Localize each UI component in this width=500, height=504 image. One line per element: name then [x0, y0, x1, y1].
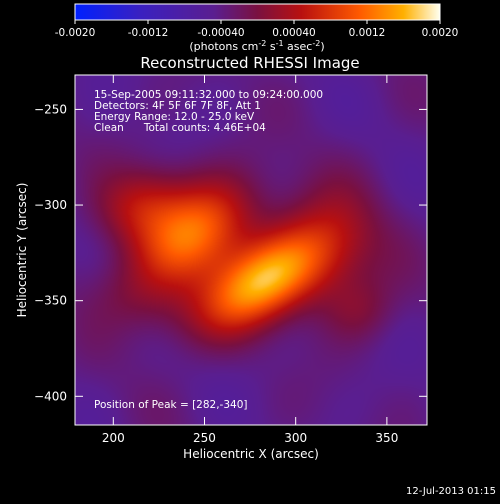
colorbar-tick-label: 0.0020: [422, 27, 459, 39]
colorbar-fill: [74, 3, 441, 21]
y-tick-label: −350: [34, 294, 67, 308]
x-tick-label: 350: [375, 431, 398, 445]
colorbar: -0.0020 -0.0012 -0.00040 0.00040 0.0012 0.002…: [55, 3, 459, 53]
heatmap-image: [75, 75, 427, 425]
annotation-detectors: Detectors: 4F 5F 6F 7F 8F, Att 1: [94, 100, 261, 112]
plot-frame: [74, 74, 428, 426]
timestamp: 12-Jul-2013 01:15: [406, 486, 496, 497]
colorbar-tick-label: -0.00040: [197, 27, 244, 39]
y-tick-label: −300: [34, 198, 67, 212]
annotation-clean-counts: Clean Total counts: 4.46E+04: [94, 122, 266, 134]
colorbar-tick-label: 0.00040: [272, 27, 315, 39]
x-tick-label: 200: [102, 431, 125, 445]
colorbar-unit-label: (photons cm-2 s-1 asec-2): [189, 39, 324, 53]
chart-title: Reconstructed RHESSI Image: [140, 54, 359, 72]
y-tick-label: −250: [34, 102, 67, 116]
axis-ticks: 200 250 300 350 −250 −300 −350 −400: [34, 75, 427, 445]
colorbar-tick-label: -0.0020: [55, 27, 96, 39]
x-tick-label: 250: [193, 431, 216, 445]
y-tick-label: −400: [34, 389, 67, 403]
x-tick-label: 300: [284, 431, 307, 445]
colorbar-tick-label: -0.0012: [128, 27, 169, 39]
observation-info: 15-Sep-2005 09:11:32.000 to 09:24:00.000…: [94, 89, 323, 134]
colorbar-tick-label: 0.0012: [349, 27, 386, 39]
y-axis-label: Heliocentric Y (arcsec): [15, 183, 29, 318]
peak-position-label: Position of Peak = [282,-340]: [94, 399, 248, 411]
colorbar-ticks: -0.0020 -0.0012 -0.00040 0.00040 0.0012 0.002…: [55, 20, 459, 39]
plot-area: 200 250 300 350 −250 −300 −350 −400: [34, 74, 428, 445]
annotation-energy-range: Energy Range: 12.0 - 25.0 keV: [94, 111, 255, 123]
x-axis-label: Heliocentric X (arcsec): [183, 447, 319, 461]
annotation-time-range: 15-Sep-2005 09:11:32.000 to 09:24:00.000: [94, 89, 323, 101]
